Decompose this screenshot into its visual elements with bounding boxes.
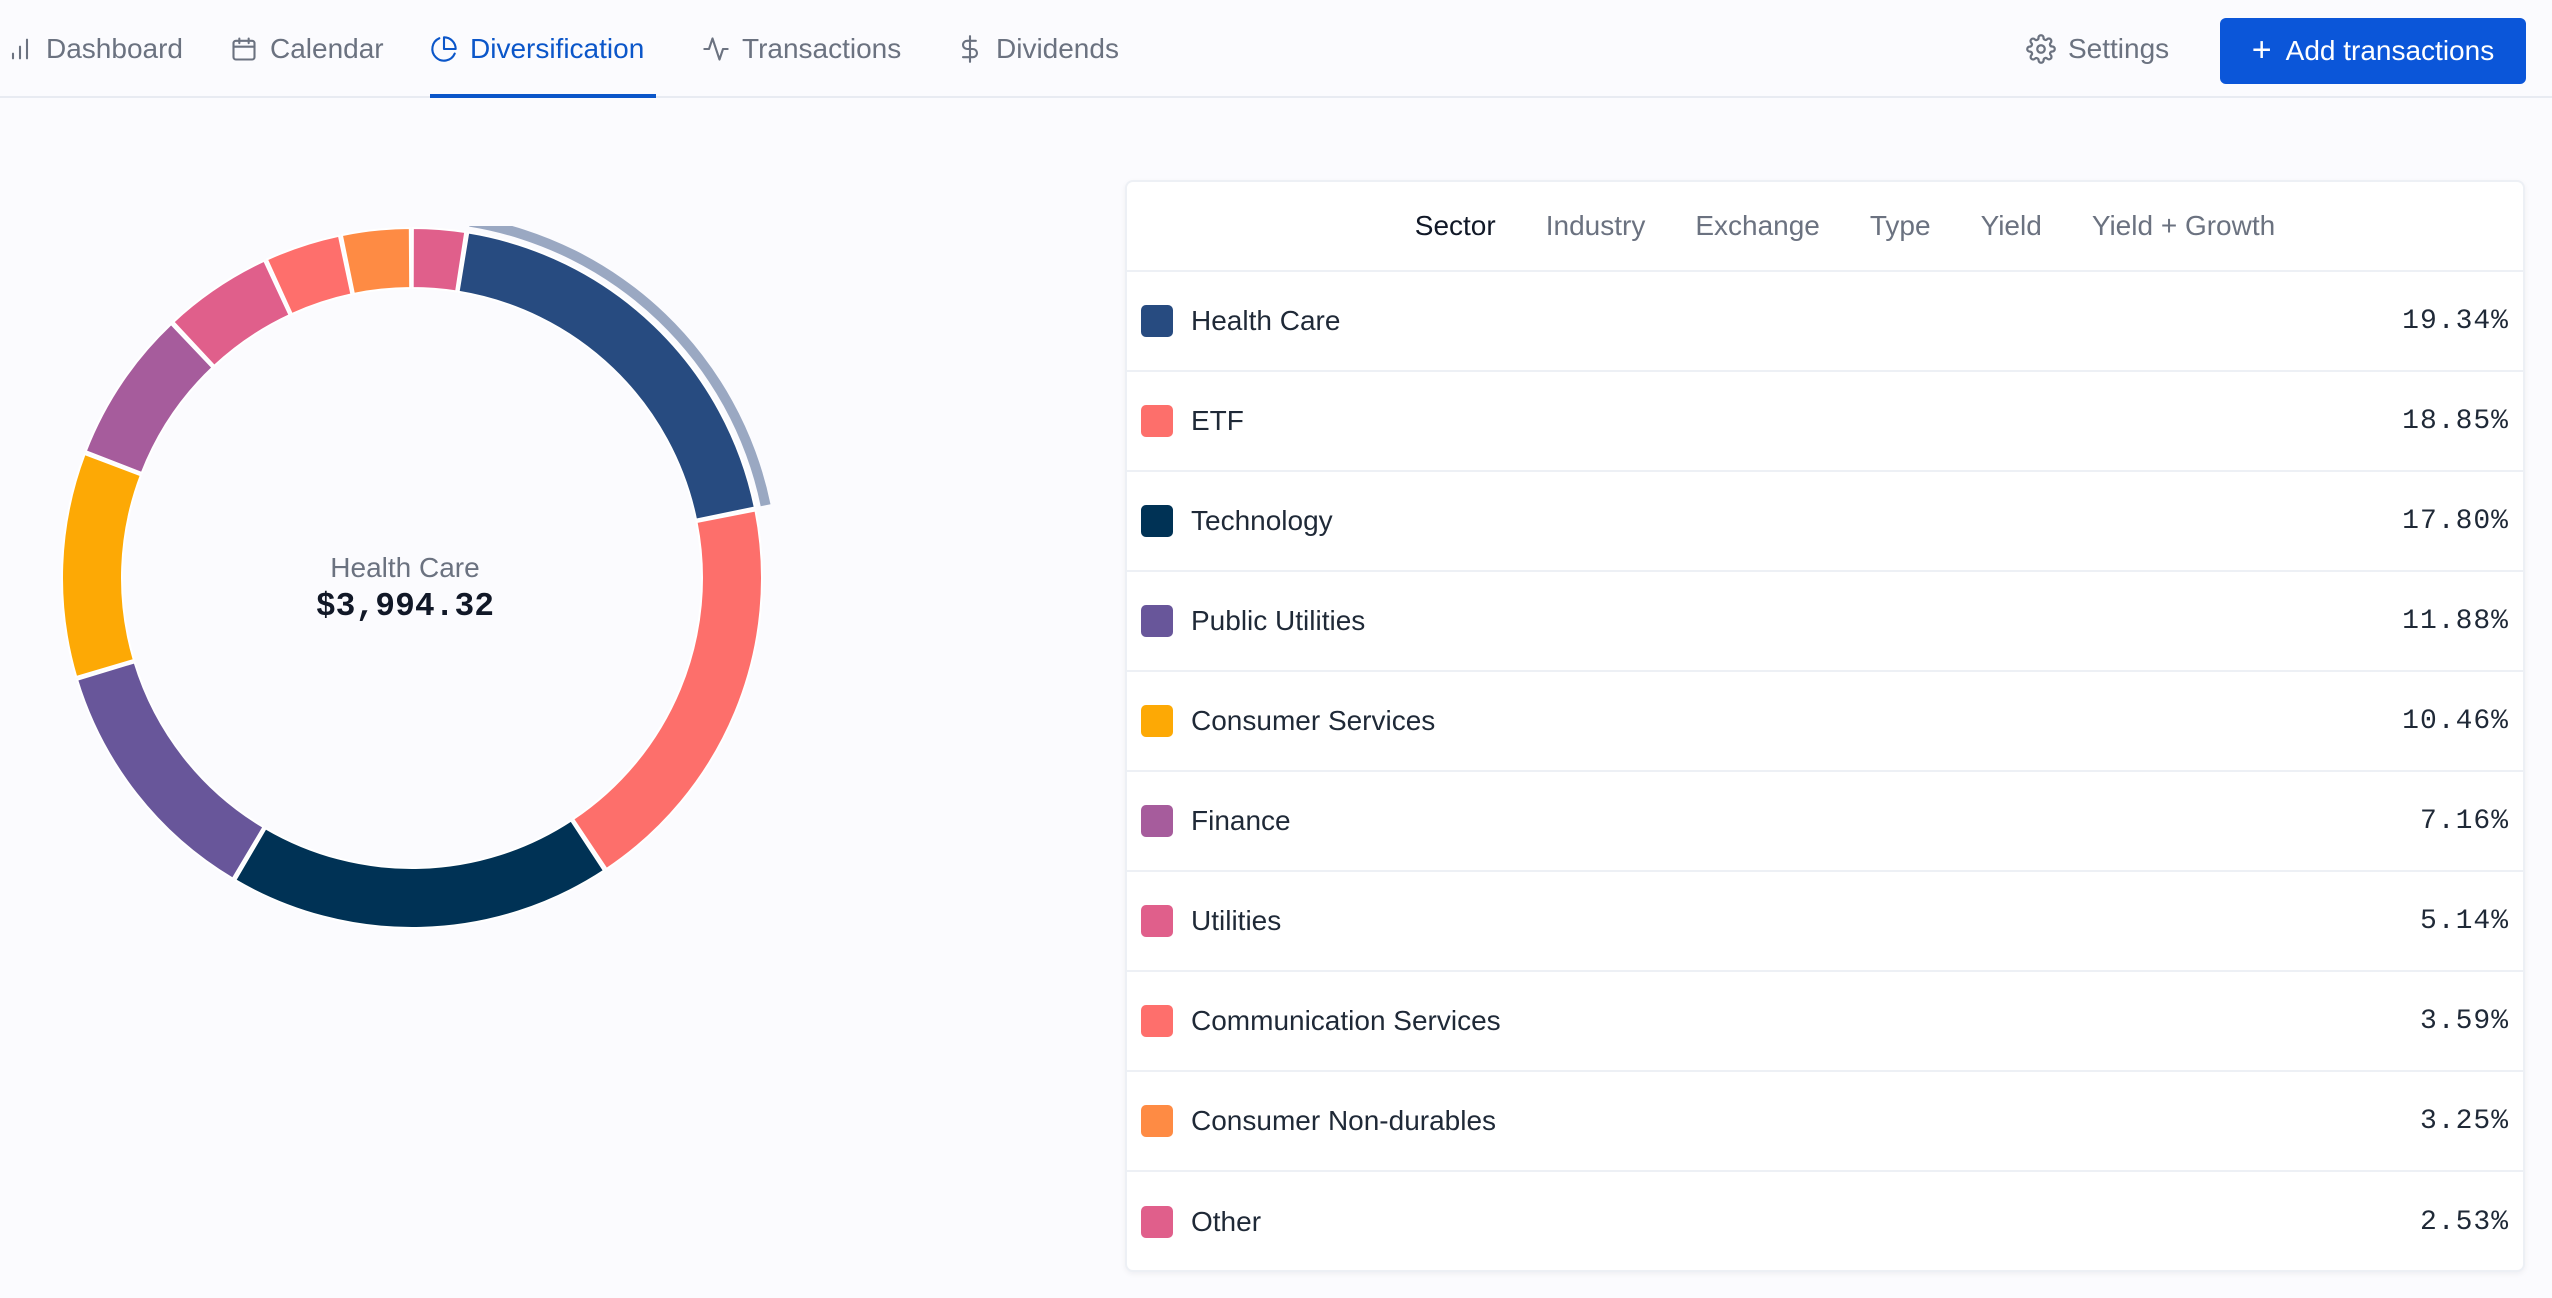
tab-yield[interactable]: Yield — [1980, 210, 2042, 241]
sector-percentage: 10.46% — [2402, 705, 2509, 737]
sector-name: Technology — [1191, 505, 1333, 536]
settings-button[interactable]: Settings — [2026, 0, 2169, 98]
dollar-icon — [961, 35, 979, 63]
nav-tab-dashboard[interactable]: Dashboard — [6, 0, 183, 98]
sector-row[interactable]: Finance 7.16% — [1127, 772, 2523, 872]
tab-yield-growth[interactable]: Yield + Growth — [2091, 210, 2276, 241]
sector-row[interactable]: Public Utilities 11.88% — [1127, 572, 2523, 672]
sector-donut-chart[interactable] — [60, 226, 820, 986]
sector-percentage: 18.85% — [2402, 405, 2509, 437]
add-transactions-button[interactable]: + Add transactions — [2220, 18, 2526, 84]
donut-slice-consumer-services[interactable] — [61, 452, 143, 679]
sector-name: Other — [1191, 1206, 1262, 1237]
activity-icon — [703, 37, 729, 61]
sector-percentage: 19.34% — [2402, 305, 2509, 337]
sector-name: Public Utilities — [1191, 605, 1366, 636]
pie-chart-icon — [431, 36, 457, 62]
tab-type[interactable]: Type — [1869, 210, 1931, 241]
nav-tab-label: Diversification — [470, 33, 645, 64]
sector-name: Finance — [1191, 805, 1291, 836]
tab-industry[interactable]: Industry — [1545, 210, 1646, 241]
legend-swatch — [1141, 905, 1173, 937]
sector-percentage: 7.16% — [2419, 805, 2509, 837]
sector-row[interactable]: ETF 18.85% — [1127, 372, 2523, 472]
sector-name: Consumer Non-durables — [1191, 1105, 1497, 1136]
sector-row[interactable]: Other 2.53% — [1127, 1172, 2523, 1272]
sector-percentage: 17.80% — [2402, 505, 2509, 537]
donut-center-label: Health Care — [330, 552, 480, 583]
donut-slice-public-utilities[interactable] — [75, 661, 265, 880]
sector-name: Health Care — [1191, 305, 1341, 336]
legend-swatch — [1141, 1005, 1173, 1037]
donut-slice-communication-services[interactable] — [265, 234, 353, 316]
sector-row[interactable]: Utilities 5.14% — [1127, 872, 2523, 972]
sector-name: Consumer Services — [1191, 705, 1436, 736]
gear-icon — [2026, 34, 2056, 64]
donut-highlight-ring — [469, 226, 771, 507]
nav-tab-label: Transactions — [742, 33, 902, 64]
sector-percentage: 11.88% — [2402, 605, 2509, 637]
calendar-icon — [232, 37, 256, 61]
legend-swatch — [1141, 505, 1173, 537]
legend-swatch — [1141, 305, 1173, 337]
legend-swatch — [1141, 405, 1173, 437]
sector-name: ETF — [1191, 405, 1244, 436]
breakdown-tabs: Sector Industry Exchange Type Yield Yield + G… — [1127, 182, 2523, 272]
donut-slice-technology[interactable] — [233, 819, 606, 929]
donut-slice-etf[interactable] — [571, 509, 763, 871]
sector-percentage: 3.25% — [2419, 1105, 2509, 1137]
sector-row[interactable]: Consumer Non-durables 3.25% — [1127, 1072, 2523, 1172]
nav-tab-diversification[interactable]: Diversification — [430, 0, 656, 98]
legend-swatch — [1141, 605, 1173, 637]
sector-percentage: 5.14% — [2419, 905, 2509, 937]
nav-tab-label: Calendar — [270, 33, 384, 64]
sector-row[interactable]: Consumer Services 10.46% — [1127, 672, 2523, 772]
sector-name: Communication Services — [1191, 1005, 1501, 1036]
donut-slice-utilities[interactable] — [171, 259, 291, 368]
settings-label: Settings — [2068, 33, 2170, 64]
donut-slice-other[interactable] — [411, 226, 467, 293]
sector-row[interactable]: Technology 17.80% — [1127, 472, 2523, 572]
legend-swatch — [1141, 805, 1173, 837]
tab-sector[interactable]: Sector — [1414, 210, 1496, 241]
donut-slice-consumer-non-durables[interactable] — [340, 227, 412, 296]
sector-percentage: 2.53% — [2419, 1206, 2509, 1238]
donut-slice-finance[interactable] — [84, 322, 214, 475]
legend-swatch — [1141, 1105, 1173, 1137]
plus-icon: + — [2251, 30, 2272, 69]
top-navigation: Dashboard Calendar Diversification Transact… — [0, 0, 2552, 98]
breakdown-panel: Sector Industry Exchange Type Yield Yield + G… — [1125, 180, 2525, 1272]
sector-percentage: 3.59% — [2419, 1005, 2509, 1037]
legend-swatch — [1141, 705, 1173, 737]
nav-tab-label: Dividends — [996, 33, 1119, 64]
tab-exchange[interactable]: Exchange — [1695, 210, 1820, 241]
breakdown-list: Health Care 19.34% ETF 18.85% Technology 17.8… — [1127, 272, 2523, 1272]
add-transactions-label: Add transactions — [2285, 35, 2495, 66]
sector-row[interactable]: Health Care 19.34% — [1127, 272, 2523, 372]
nav-tab-transactions[interactable]: Transactions — [702, 0, 913, 98]
donut-slice-health-care[interactable] — [457, 231, 757, 521]
legend-swatch — [1141, 1206, 1173, 1238]
sector-row[interactable]: Communication Services 3.59% — [1127, 972, 2523, 1072]
sector-name: Utilities — [1191, 905, 1282, 936]
nav-tab-calendar[interactable]: Calendar — [230, 0, 384, 98]
nav-tab-dividends[interactable]: Dividends — [956, 0, 1120, 98]
nav-tab-label: Dashboard — [46, 33, 183, 64]
donut-center-value: $3,994.32 — [315, 588, 495, 625]
bar-chart-icon — [11, 38, 29, 60]
